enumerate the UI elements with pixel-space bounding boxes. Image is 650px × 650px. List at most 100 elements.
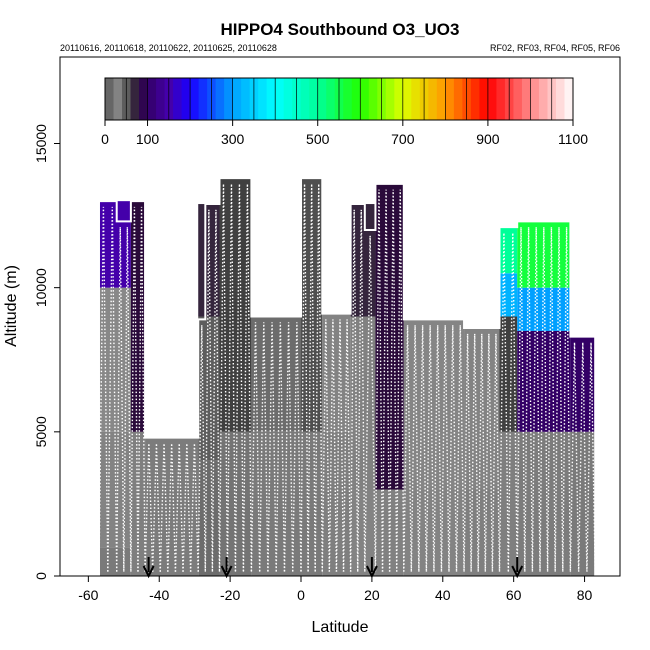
flight-profile-line	[98, 206, 109, 572]
colorbar-swatch	[360, 78, 370, 120]
flight-profile-line	[275, 322, 286, 572]
colorbar-swatch	[258, 78, 268, 120]
y-axis: 0 5000 10000 15000	[33, 124, 60, 580]
colorbar-swatch	[326, 78, 336, 120]
colorbar-swatch	[402, 78, 412, 120]
colorbar-swatch	[530, 78, 540, 120]
colorbar-swatch	[368, 78, 378, 120]
flight-profile-line	[159, 443, 169, 572]
o3-cell	[98, 431, 131, 548]
o3-cell	[517, 330, 571, 432]
o3-cell	[251, 316, 302, 432]
o3-cell	[499, 431, 518, 576]
colorbar-swatch	[453, 78, 463, 120]
y-tick-label: 0	[33, 572, 49, 580]
colorbar-swatch	[317, 78, 327, 120]
colorbar-swatch	[436, 78, 446, 120]
colorbar: 0 100 300 500 700 900 1100	[101, 77, 588, 147]
chart-subtitle-flights: RF02, RF03, RF04, RF05, RF06	[490, 43, 620, 53]
flight-profile-line	[123, 227, 132, 572]
flight-profile-line	[258, 322, 269, 572]
flight-profile-line	[321, 319, 331, 572]
colorbar-tick-label: 100	[136, 131, 160, 147]
flight-profile-line	[357, 209, 366, 572]
o3-cell	[98, 547, 131, 576]
colorbar-swatch	[156, 78, 166, 120]
flight-profile-line	[463, 333, 472, 572]
colorbar-swatch	[300, 78, 310, 120]
flight-profile-line	[554, 227, 564, 572]
flight-profile-line	[403, 325, 413, 572]
flight-profile-line	[381, 189, 391, 572]
colorbar-swatch	[394, 78, 404, 120]
flight-profile-line	[524, 227, 534, 572]
flight-profile-line	[349, 209, 359, 572]
x-axis-label: Latitude	[312, 619, 369, 636]
colorbar-swatch	[173, 78, 183, 120]
o3-cell	[570, 431, 596, 576]
colorbar-swatch	[343, 78, 353, 120]
y-tick-label: 15000	[33, 124, 49, 163]
colorbar-swatch	[496, 78, 506, 120]
flight-profile-line	[283, 322, 294, 572]
profile-arrows	[142, 557, 524, 579]
colorbar-swatch	[555, 78, 565, 120]
flight-profile-line	[498, 232, 510, 572]
colorbar-swatch	[309, 78, 319, 120]
colorbar-swatch	[147, 78, 157, 120]
x-tick-label: 20	[364, 587, 380, 603]
flight-profile-line	[569, 342, 580, 572]
x-tick-label: 0	[297, 587, 305, 603]
colorbar-swatch	[215, 78, 225, 120]
colorbar-swatch	[266, 78, 276, 120]
colorbar-swatch	[105, 78, 115, 120]
colorbar-swatch	[181, 78, 191, 120]
colorbar-swatch	[513, 78, 523, 120]
colorbar-swatch	[130, 78, 140, 120]
flight-profile-line	[440, 325, 450, 572]
chart-title: HIPPO4 Southbound O3_UO3	[221, 20, 460, 39]
o3-cell	[322, 431, 351, 576]
flight-profile-line	[342, 319, 352, 572]
flight-profile-line	[189, 443, 199, 572]
o3-cell	[301, 431, 323, 576]
colorbar-swatch	[224, 78, 234, 120]
flight-profile-line	[130, 206, 139, 572]
flight-profile-line	[586, 342, 596, 572]
colorbar-swatch	[275, 78, 285, 120]
colorbar-swatch	[283, 78, 293, 120]
flight-profile-line	[577, 342, 588, 572]
colorbar-tick-label: 1100	[558, 131, 588, 147]
flight-profile-line	[197, 325, 207, 572]
plot-frame	[59, 56, 621, 577]
flight-profile-line	[335, 319, 345, 572]
colorbar-swatch	[445, 78, 455, 120]
flight-profile-line	[470, 333, 479, 572]
flight-profile-line	[455, 325, 465, 572]
colorbar-tick-label: 0	[101, 131, 109, 147]
y-axis-label: Altitude (m)	[3, 265, 20, 347]
x-tick-label: 80	[577, 587, 593, 603]
flight-profile-line	[374, 189, 384, 572]
flight-profile-line	[137, 206, 146, 572]
colorbar-swatch	[479, 78, 489, 120]
flight-profile-line	[539, 227, 549, 572]
flight-profile-line	[562, 227, 572, 572]
o3-heatmap	[98, 178, 596, 576]
colorbar-swatch	[428, 78, 438, 120]
o3-cell	[198, 204, 220, 317]
colorbar-swatch	[241, 78, 251, 120]
flight-profile-line	[531, 227, 541, 572]
flight-profile-line	[107, 206, 118, 572]
flight-profile-line	[174, 443, 184, 572]
colorbar-swatch	[538, 78, 548, 120]
y-tick-label: 10000	[33, 268, 49, 307]
o3-cell	[499, 273, 518, 317]
o3-cell	[499, 316, 518, 432]
colorbar-swatch	[411, 78, 421, 120]
flight-profile-line	[250, 322, 261, 572]
flight-profile-line	[267, 322, 277, 572]
colorbar-swatch	[564, 78, 574, 120]
flight-profile-line	[433, 325, 443, 572]
